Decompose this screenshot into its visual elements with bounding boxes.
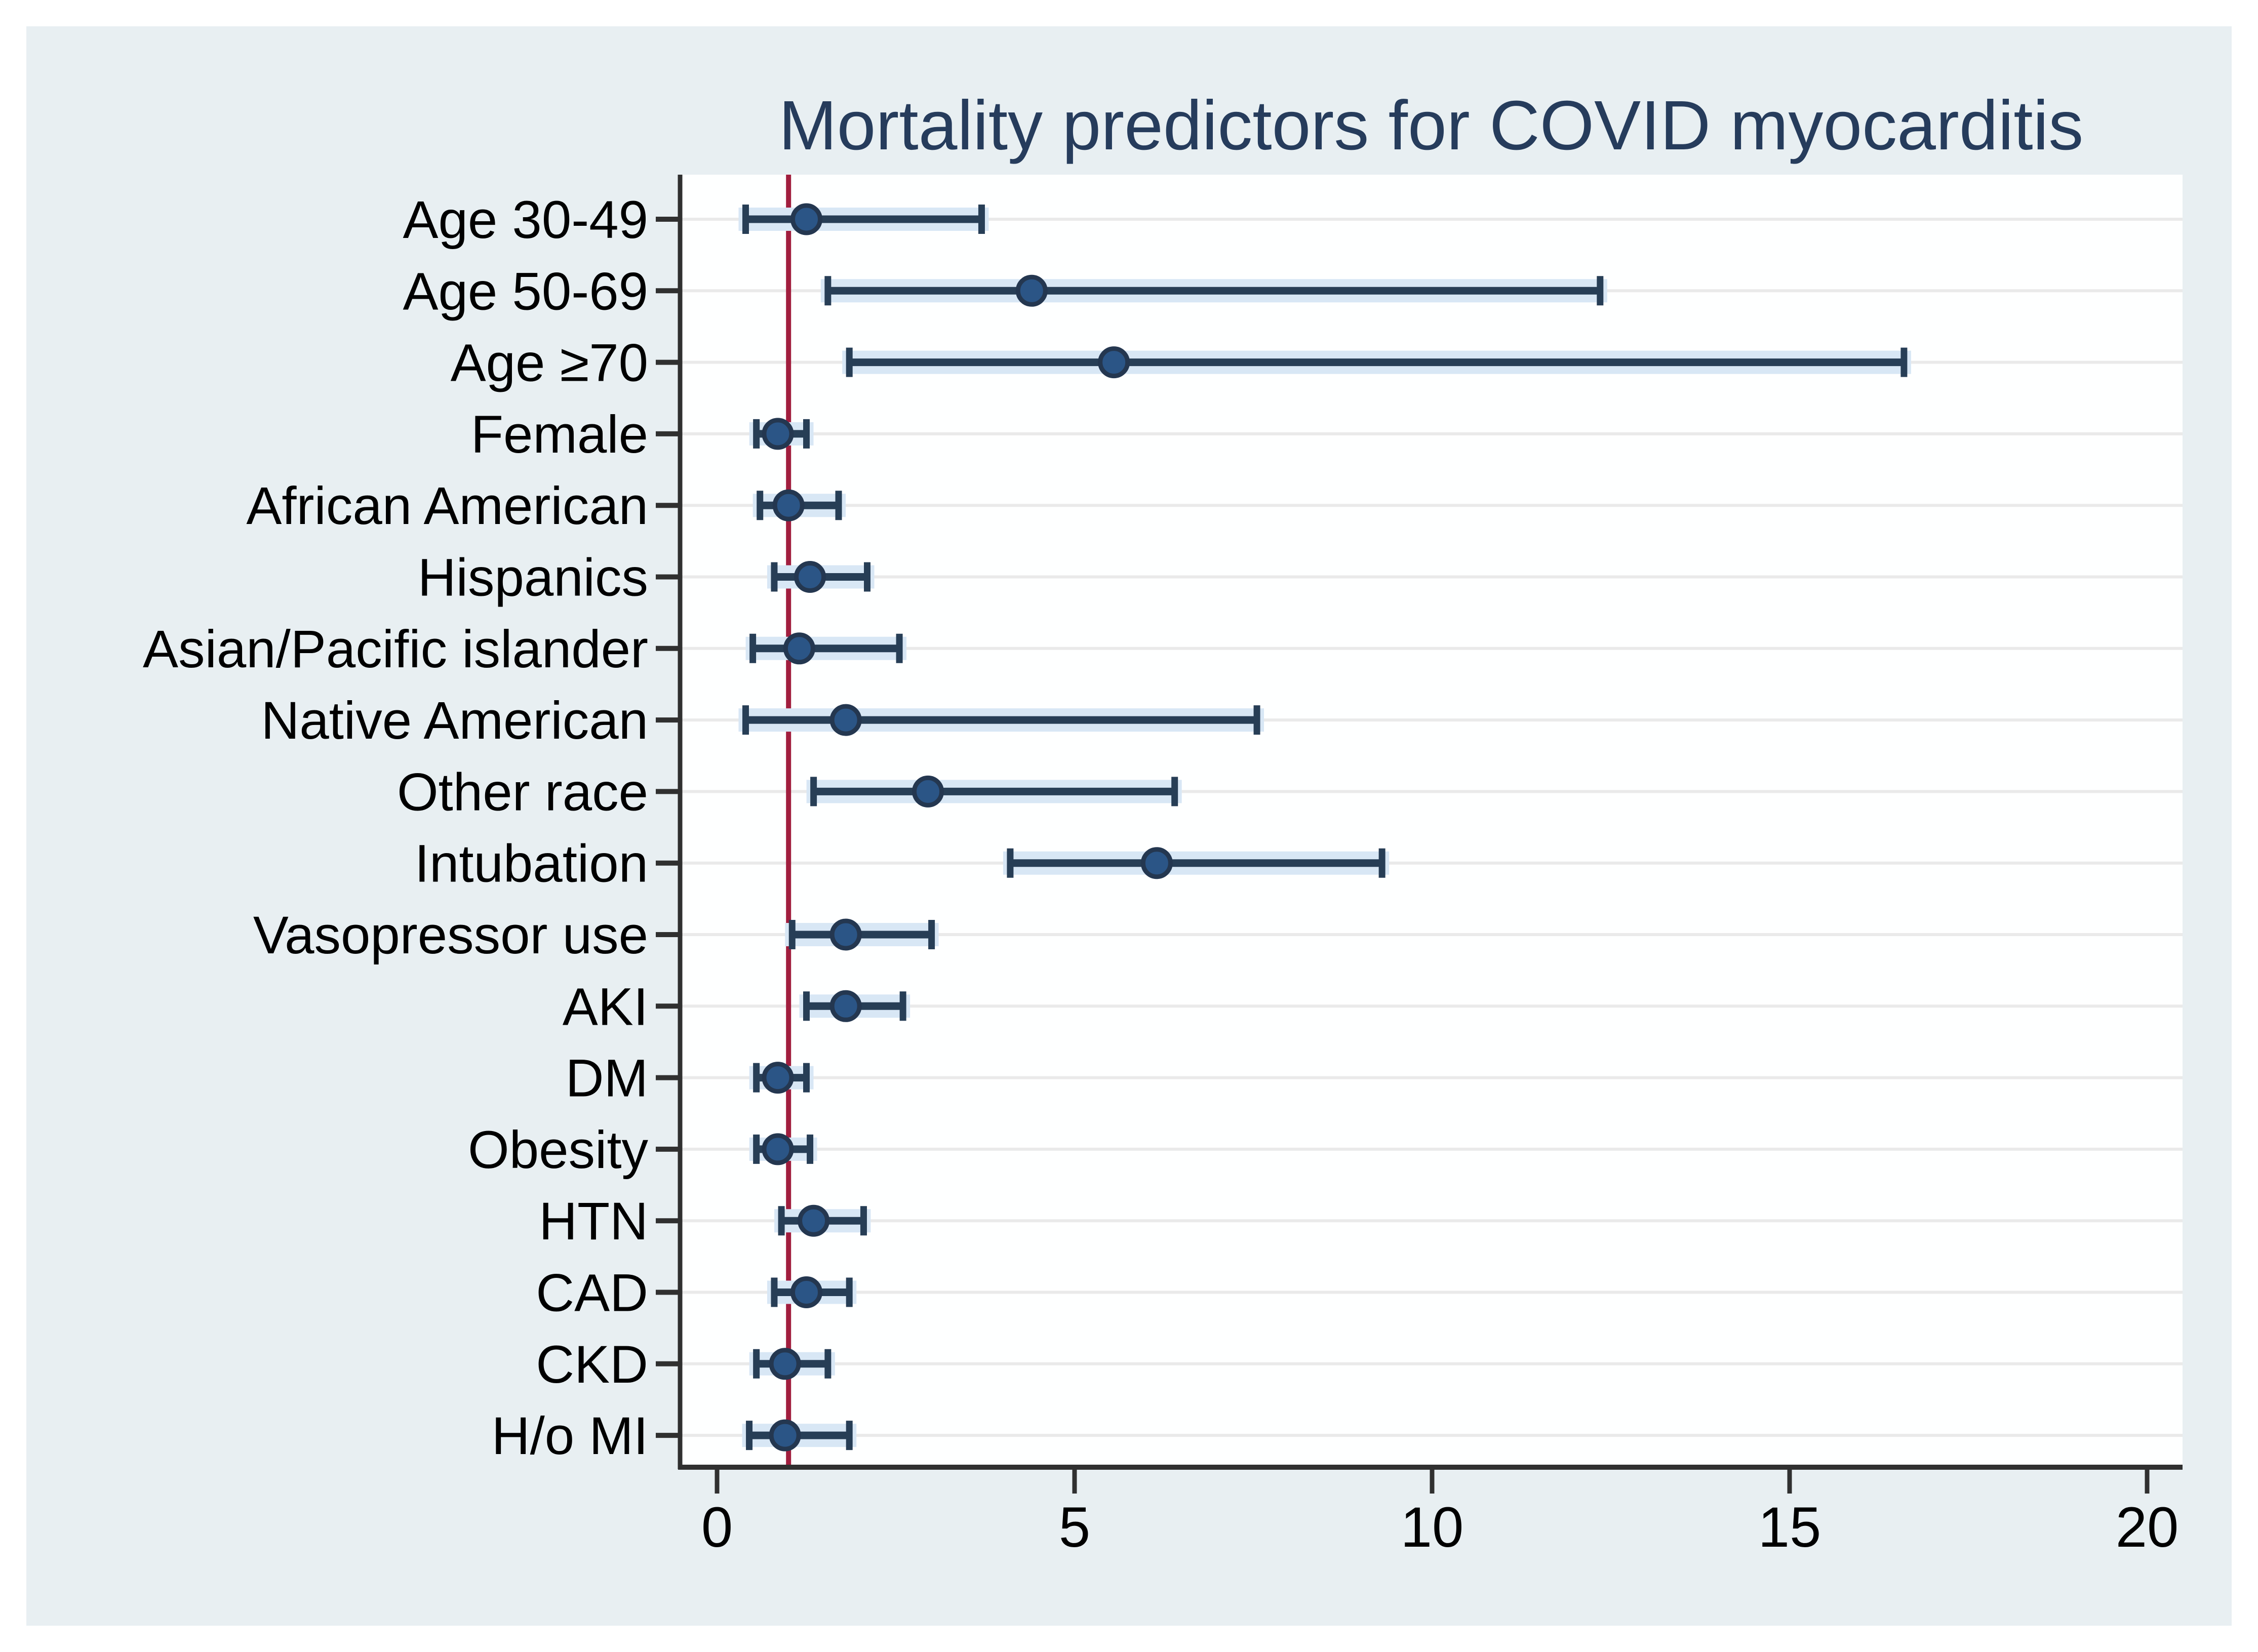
forest-row: H/o MI <box>492 1406 857 1466</box>
forest-row: Hispanics <box>418 548 875 608</box>
forest-row: HTN <box>539 1192 871 1251</box>
marker-dot <box>829 918 862 951</box>
forest-row: Age ≥70 <box>451 334 1911 393</box>
forest-row: Obesity <box>468 1120 817 1180</box>
category-label: Female <box>471 405 648 464</box>
marker-dot <box>762 1133 794 1165</box>
marker-dot <box>762 418 794 450</box>
category-label: Vasopressor use <box>253 906 648 965</box>
category-label: Intubation <box>415 834 648 894</box>
x-tick-label: 20 <box>2116 1496 2179 1559</box>
marker-dot <box>912 775 944 808</box>
forest-row: Vasopressor use <box>253 906 939 965</box>
marker-dot <box>829 990 862 1022</box>
forest-row: Age 50-69 <box>403 262 1607 321</box>
category-label: Asian/Pacific islander <box>143 620 648 679</box>
forest-row: AKI <box>563 977 910 1036</box>
category-label: Age 50-69 <box>403 262 648 321</box>
category-label: Other race <box>397 762 648 822</box>
forest-row: Intubation <box>415 834 1390 894</box>
forest-row: CKD <box>536 1335 835 1394</box>
x-tick-label: 0 <box>701 1496 733 1559</box>
x-tick-label: 5 <box>1059 1496 1090 1559</box>
category-label: DM <box>566 1049 648 1108</box>
forest-row: Female <box>471 405 814 464</box>
category-label: AKI <box>563 977 648 1036</box>
forest-rows: Age 30-49 Age 50-69 Age ≥70 Female African A… <box>143 190 1911 1466</box>
category-label: African American <box>246 476 648 536</box>
axes: 0 5 10 15 20 <box>678 175 2183 1559</box>
forest-row: Asian/Pacific islander <box>143 620 907 679</box>
marker-dot <box>783 632 815 665</box>
category-label: Age ≥70 <box>451 334 648 393</box>
category-label: Native American <box>261 691 648 750</box>
category-label: H/o MI <box>492 1406 648 1466</box>
chart-title: Mortality predictors for COVID myocardit… <box>779 87 2084 165</box>
marker-dot <box>772 489 805 521</box>
marker-dot <box>1098 346 1130 379</box>
marker-dot <box>1015 274 1048 307</box>
forest-row: CAD <box>536 1264 857 1323</box>
x-tick-label: 10 <box>1401 1496 1464 1559</box>
plot-area <box>680 175 2183 1467</box>
forest-row: Age 30-49 <box>403 190 989 250</box>
x-tick-label: 15 <box>1758 1496 1821 1559</box>
marker-dot <box>762 1062 794 1094</box>
forest-row: DM <box>566 1049 814 1108</box>
forest-row: African American <box>246 476 846 536</box>
category-label: Age 30-49 <box>403 190 648 250</box>
category-label: HTN <box>539 1192 648 1251</box>
category-label: CAD <box>536 1264 648 1323</box>
forest-row: Native American <box>261 691 1264 750</box>
marker-dot <box>769 1419 801 1452</box>
marker-dot <box>790 203 822 235</box>
marker-dot <box>1140 847 1173 879</box>
marker-dot <box>790 1276 822 1308</box>
marker-dot <box>769 1348 801 1380</box>
gridlines <box>680 218 2183 1437</box>
forest-row: Other race <box>397 762 1182 822</box>
marker-dot <box>794 561 826 593</box>
marker-dot <box>798 1204 830 1237</box>
marker-dot <box>829 704 862 736</box>
category-label: CKD <box>536 1335 648 1394</box>
category-label: Hispanics <box>418 548 648 608</box>
category-label: Obesity <box>468 1120 648 1180</box>
